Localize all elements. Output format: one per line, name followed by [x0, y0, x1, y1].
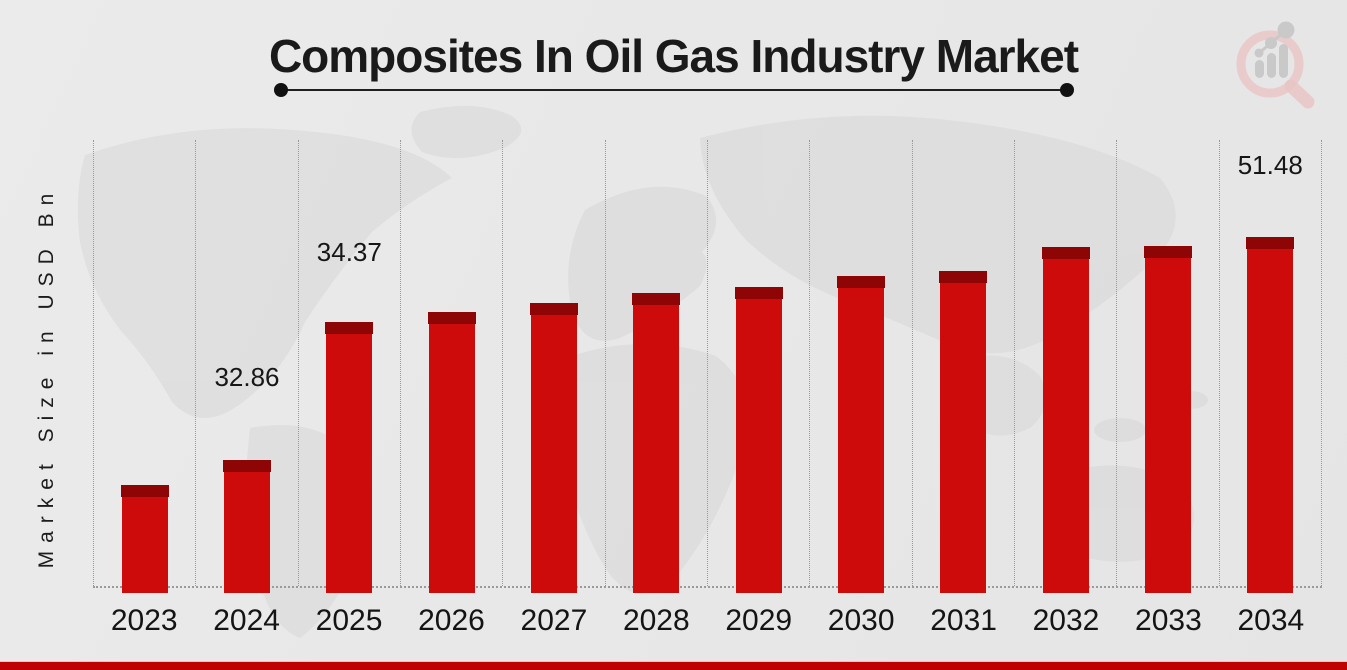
- bar-2029: [734, 287, 783, 593]
- bar-cap-2028: [632, 293, 681, 305]
- footer-accent-bar: [0, 661, 1347, 670]
- x-axis-year-label-2029: 2029: [725, 604, 793, 637]
- underline-right-dot: [1059, 82, 1074, 97]
- bar-2034: [1246, 237, 1295, 593]
- plot-column-2023: [93, 140, 195, 593]
- bar-value-label-2034: 51.48: [1237, 150, 1303, 180]
- plot-column-2025: 34.37: [297, 140, 400, 593]
- x-axis-year-label-2028: 2028: [622, 604, 690, 637]
- bar-cap-2024: [222, 460, 271, 472]
- x-axis-year-label-2033: 2033: [1135, 604, 1202, 637]
- bar-2027: [529, 303, 578, 593]
- bar-2026: [427, 312, 476, 593]
- bar-cap-2030: [836, 276, 885, 288]
- bar-cap-2026: [427, 312, 476, 324]
- bar-value-label-2025: 34.37: [316, 237, 382, 267]
- bar-2024: [222, 460, 271, 593]
- bar-cap-2032: [1041, 247, 1090, 259]
- x-axis-year-label-2034: 2034: [1237, 604, 1305, 637]
- title-underline: [273, 82, 1074, 97]
- x-axis-year-label-2023: 2023: [110, 604, 178, 637]
- x-axis-year-label-2025: 2025: [315, 604, 383, 637]
- header: Composites In Oil Gas Industry Market: [0, 30, 1347, 97]
- plot-area: 32.86 34.37 51.48: [93, 140, 1322, 593]
- bar-2030: [836, 276, 885, 593]
- bar-2025: [325, 322, 374, 593]
- bar-cap-2027: [529, 303, 578, 315]
- bar-value-label-2024: 32.86: [214, 362, 280, 392]
- plot-column-2028: [604, 140, 707, 593]
- x-axis: 2023 2024 2025 2026 2027 2028 2029 2030 2031 2032…: [93, 600, 1322, 642]
- plot-column-2033: [1116, 140, 1218, 593]
- plot-column-2032: [1013, 140, 1116, 593]
- bar-2033: [1143, 246, 1192, 593]
- magnifier-bar-chart-logo-icon: [1236, 21, 1315, 109]
- y-axis-label: Market Size in USD Bn: [35, 185, 58, 569]
- underline-left-dot: [273, 82, 288, 97]
- bar-2032: [1041, 247, 1090, 593]
- bar-cap-2034: [1246, 237, 1295, 249]
- bar-cap-2025: [325, 322, 374, 334]
- plot-column-2034: 51.48: [1218, 140, 1322, 593]
- bar-cap-2033: [1143, 246, 1192, 258]
- plot-column-2031: [911, 140, 1014, 593]
- bar-cap-2023: [120, 485, 169, 497]
- x-axis-year-label-2030: 2030: [827, 604, 895, 637]
- x-axis-year-label-2027: 2027: [520, 604, 588, 637]
- bar-2031: [939, 271, 988, 593]
- bar-2028: [632, 293, 681, 593]
- plot-column-2029: [706, 140, 809, 593]
- bar-cap-2029: [734, 287, 783, 299]
- plot-column-2026: [399, 140, 502, 593]
- x-axis-year-label-2031: 2031: [930, 604, 997, 637]
- plot-column-2024: 32.86: [195, 140, 297, 593]
- x-axis-year-label-2024: 2024: [213, 604, 280, 637]
- bar-cap-2031: [939, 271, 988, 283]
- plot-column-2027: [502, 140, 604, 593]
- x-axis-year-label-2032: 2032: [1032, 604, 1100, 637]
- x-axis-year-label-2026: 2026: [418, 604, 485, 637]
- page-title: Composites In Oil Gas Industry Market: [268, 30, 1079, 82]
- bar-2023: [120, 485, 169, 593]
- plot-column-2030: [809, 140, 911, 593]
